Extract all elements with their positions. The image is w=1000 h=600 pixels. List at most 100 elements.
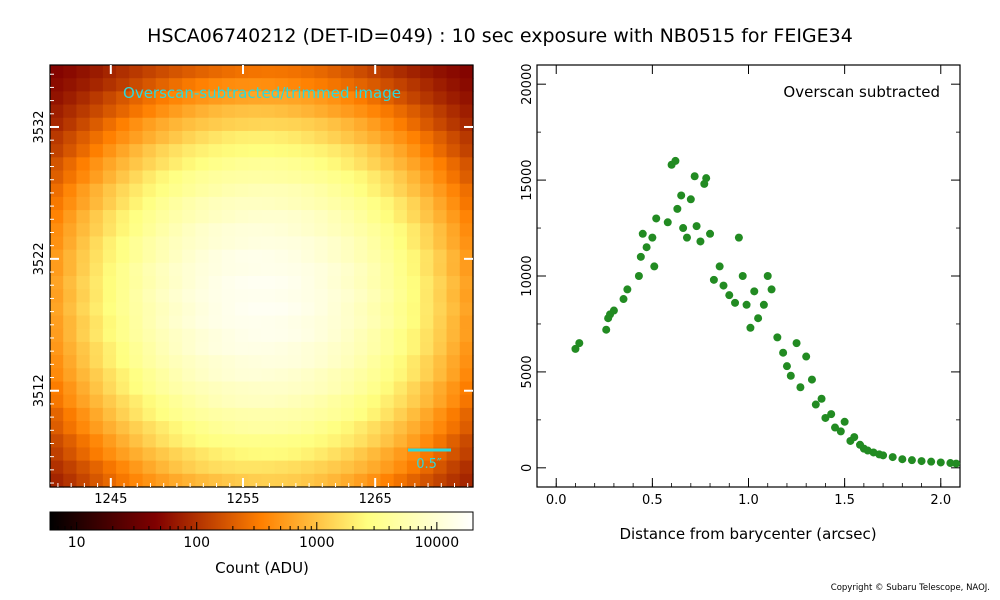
image-pixel <box>393 91 408 106</box>
image-pixel <box>168 262 183 277</box>
image-pixel <box>287 262 302 277</box>
image-pixel <box>327 434 342 449</box>
image-pixel <box>195 394 210 409</box>
image-pixel <box>142 144 157 158</box>
image-pixel <box>367 157 382 172</box>
image-pixel <box>446 315 461 330</box>
image-pixel <box>248 368 263 383</box>
image-pixel <box>129 65 144 79</box>
image-pixel <box>102 289 117 303</box>
image-pixel <box>459 407 474 422</box>
image-pixel <box>102 341 117 356</box>
image-pixel <box>367 460 382 475</box>
image-pixel <box>287 394 302 409</box>
image-pixel <box>208 117 223 132</box>
profile-point <box>817 394 826 403</box>
image-pixel <box>380 421 395 435</box>
image-pixel <box>393 170 408 185</box>
image-pixel <box>459 434 474 449</box>
image-pixel <box>221 196 236 211</box>
image-pixel <box>168 328 183 343</box>
image-pixel <box>142 210 157 224</box>
profile-panel: 0.0 0.5 1.0 1.5 2.0 0 5000 10000 15000 20000 Over… <box>520 64 961 543</box>
image-pixel <box>221 117 236 132</box>
image-pixel <box>116 473 130 488</box>
colorbar-tick-label: 100 <box>183 535 210 551</box>
image-pixel <box>380 473 395 488</box>
profile-point <box>782 362 791 371</box>
image-pixel <box>393 157 408 172</box>
image-pixel <box>168 104 183 119</box>
image-pixel <box>274 315 289 330</box>
image-pixel <box>182 78 197 92</box>
image-pixel <box>168 394 183 409</box>
image-pixel <box>168 249 183 264</box>
image-pixel <box>287 117 302 132</box>
image-pixel <box>446 91 461 106</box>
image-pixel <box>221 223 236 238</box>
image-pixel <box>327 447 342 462</box>
image-pixel <box>314 407 329 422</box>
image-pixel <box>221 407 236 422</box>
image-pixel <box>274 447 289 462</box>
image-pixel <box>367 276 382 290</box>
image-pixel <box>393 341 408 356</box>
image-pixel <box>248 434 263 449</box>
image-pixel <box>116 223 130 238</box>
image-pixel <box>393 78 408 92</box>
image-pixel <box>102 78 117 92</box>
image-pixel <box>116 65 130 79</box>
image-pixel <box>367 91 382 106</box>
image-pixel <box>76 117 91 132</box>
image-pixel <box>221 236 236 251</box>
image-pixel <box>195 196 210 211</box>
image-pixel <box>261 355 276 369</box>
image-pixel <box>314 341 329 356</box>
image-pixel <box>314 196 329 211</box>
image-pixel <box>76 236 91 251</box>
image-pixel <box>76 341 91 356</box>
image-pixel <box>182 117 197 132</box>
image-pixel <box>208 355 223 369</box>
image-pixel <box>221 130 236 145</box>
image-pixel <box>182 355 197 369</box>
image-pixel <box>208 368 223 383</box>
profile-point <box>648 233 657 242</box>
image-pixel <box>142 289 157 303</box>
image-pixel <box>168 170 183 185</box>
image-pixel <box>287 341 302 356</box>
image-pixel <box>235 302 249 317</box>
image-pixel <box>433 130 448 145</box>
image-pixel <box>208 434 223 449</box>
image-pixel <box>274 210 289 224</box>
image-pixel <box>393 302 408 317</box>
image-pixel <box>301 262 315 277</box>
profile-point <box>836 427 845 436</box>
image-pixel <box>235 117 249 132</box>
image-pixel <box>195 315 210 330</box>
image-pixel <box>354 276 368 290</box>
image-pixel <box>235 104 249 119</box>
image-pixel <box>314 447 329 462</box>
image-frame <box>49 64 474 488</box>
image-pixel <box>420 473 434 488</box>
image-pixel <box>76 421 91 435</box>
image-pixel <box>76 183 91 198</box>
image-pixel <box>340 434 355 449</box>
image-pixel <box>340 130 355 145</box>
image-pixel <box>195 117 210 132</box>
image-pixel <box>459 289 474 303</box>
image-pixel <box>367 407 382 422</box>
image-pixel <box>433 117 448 132</box>
image-pixel <box>367 104 382 119</box>
image-pixel <box>155 157 170 172</box>
image-pixel <box>89 196 104 211</box>
image-pixel <box>433 78 448 92</box>
image-pixel <box>380 328 395 343</box>
image-pixel <box>102 117 117 132</box>
image-pixel <box>195 249 210 264</box>
image-pixel <box>261 460 276 475</box>
image-pixel <box>50 447 64 462</box>
image-pixel <box>459 144 474 158</box>
image-pixel <box>248 157 263 172</box>
